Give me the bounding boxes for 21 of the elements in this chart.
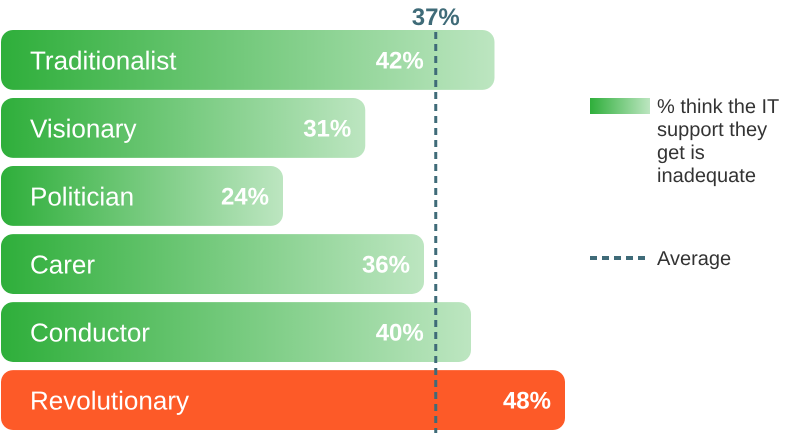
bar	[1, 234, 424, 294]
bar	[1, 302, 471, 362]
y-tick-label: Visionary	[30, 113, 136, 144]
bar	[1, 166, 283, 226]
data-label: 40%	[376, 320, 424, 347]
data-label: 48%	[502, 388, 551, 415]
data-label: 24%	[220, 184, 269, 211]
text: Average	[657, 248, 732, 270]
legend-label: % think the IT support they get is inadequate	[657, 96, 780, 187]
data-label: 42%	[376, 48, 424, 75]
y-tick-label: Conductor	[30, 317, 150, 348]
bar	[1, 98, 366, 158]
data-label: 31%	[303, 116, 352, 143]
ref-line-label: 37%	[412, 4, 460, 31]
y-tick-label: Carer	[30, 249, 96, 280]
bar	[1, 30, 494, 90]
y-tick-label: Traditionalist	[30, 45, 178, 76]
bar	[1, 370, 565, 430]
y-tick-label: Politician	[30, 181, 134, 212]
y-tick-label: Revolutionary	[30, 385, 189, 416]
data-label: 36%	[362, 252, 410, 279]
